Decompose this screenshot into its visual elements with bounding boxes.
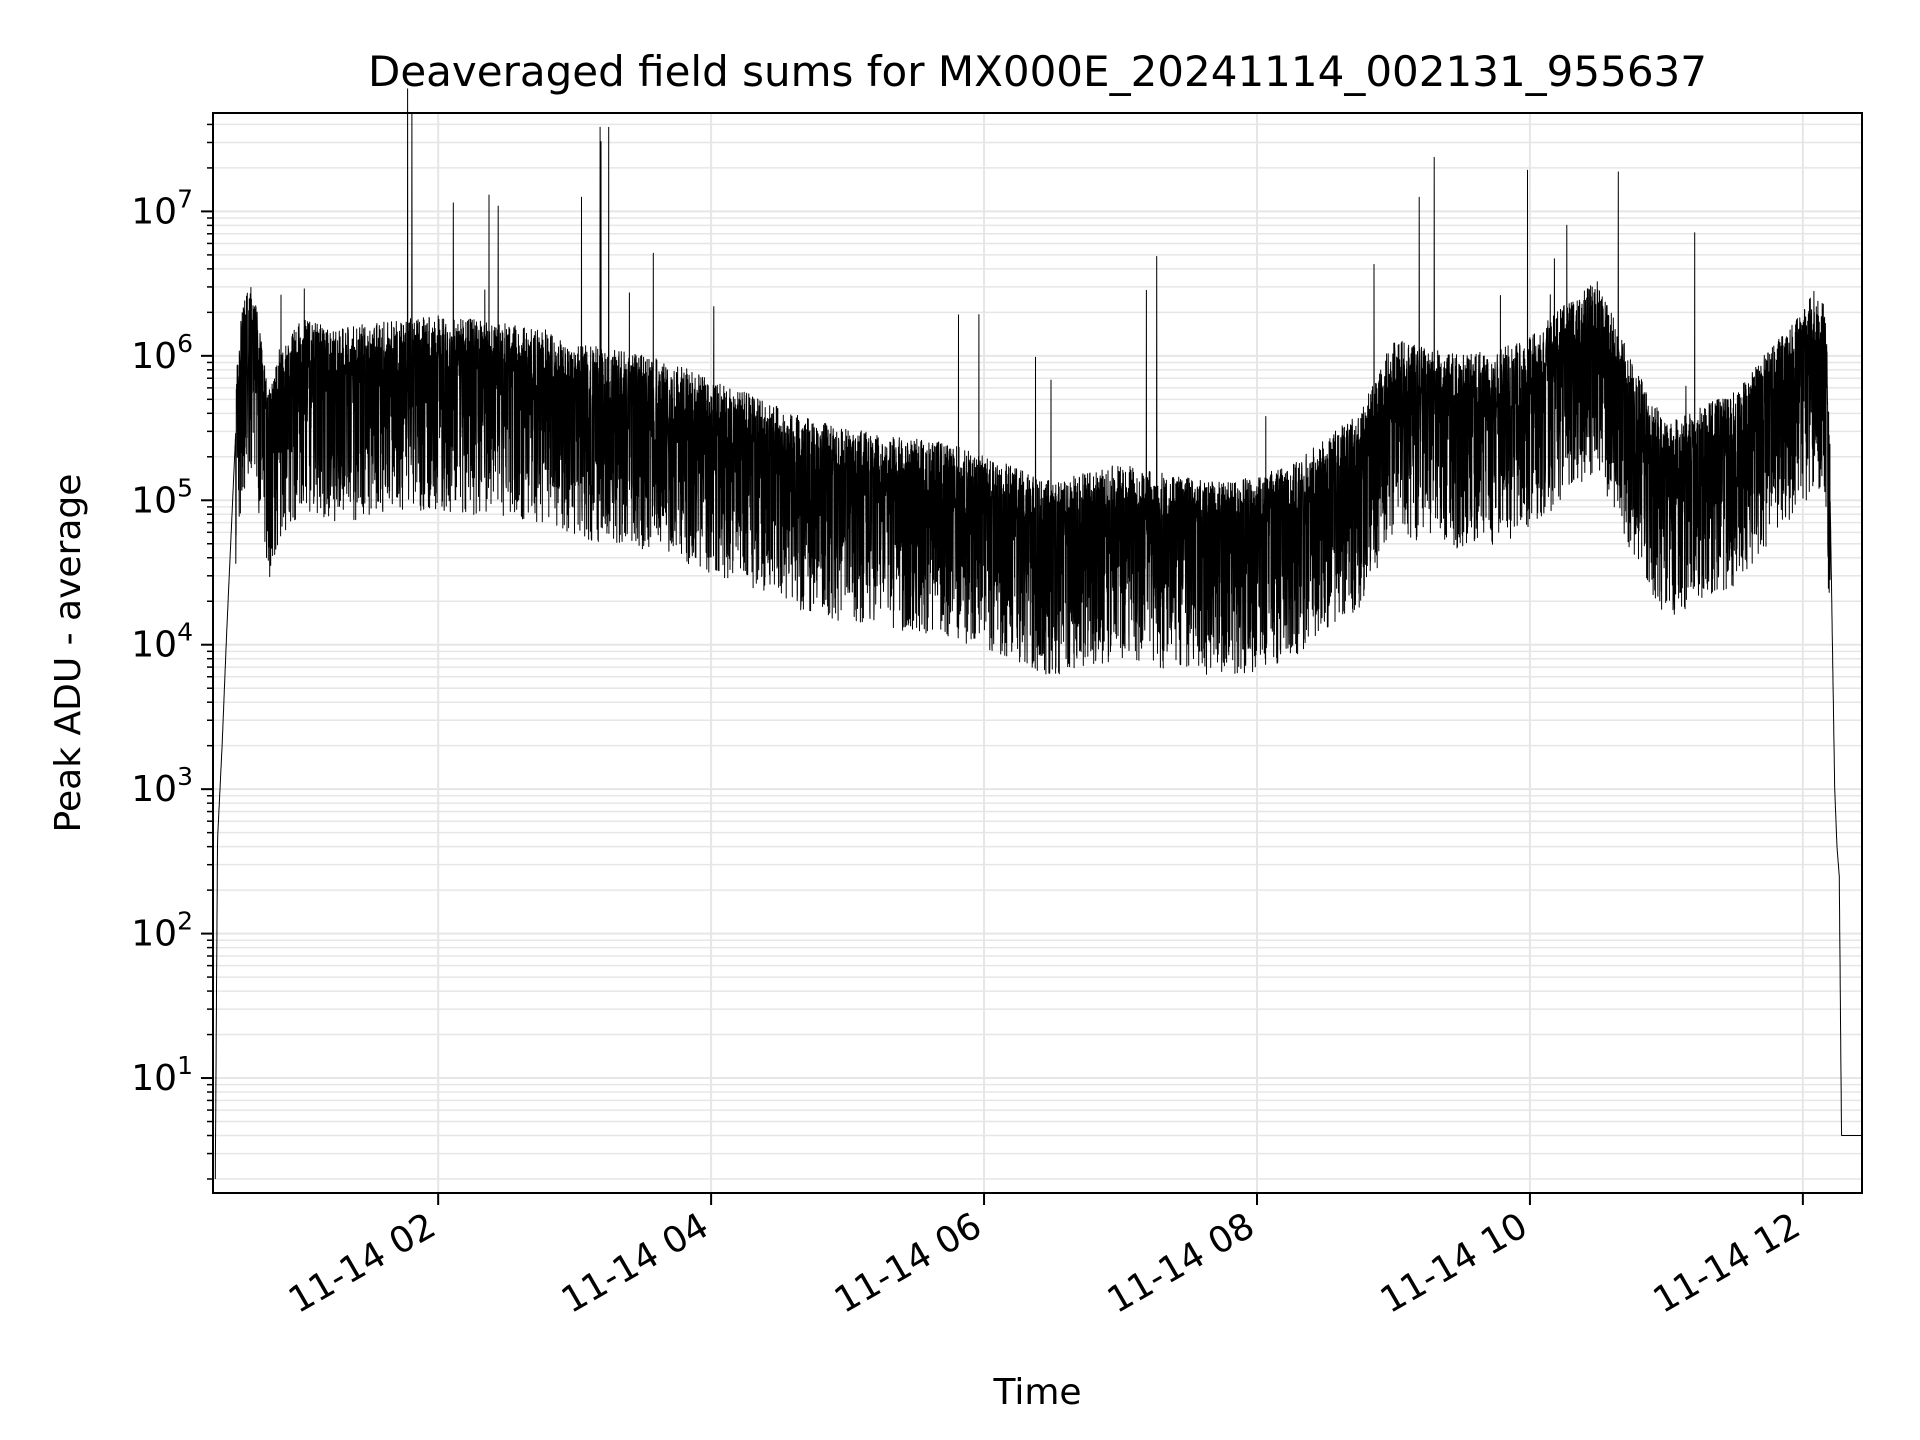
- y-tick-label: 103: [131, 762, 193, 810]
- grid: [213, 113, 1862, 1193]
- y-tick-label: 105: [131, 473, 193, 521]
- x-axis-label: Time: [992, 1372, 1081, 1413]
- y-tick-label: 102: [131, 907, 193, 955]
- y-tick-label: 107: [131, 184, 193, 232]
- chart-title: Deaveraged field sums for MX000E_2024111…: [368, 47, 1707, 96]
- y-tick-label: 101: [131, 1051, 193, 1099]
- data-line-layer: [214, 88, 1863, 1180]
- y-axis-ticks: 101 102 103 104 105 106 107: [131, 123, 213, 1180]
- y-tick-label: 104: [131, 618, 193, 666]
- series-line: [214, 88, 1863, 1180]
- plot-frame: [212, 112, 1863, 1194]
- y-axis-label: Peak ADU - average: [48, 474, 89, 833]
- y-tick-label: 106: [131, 329, 193, 377]
